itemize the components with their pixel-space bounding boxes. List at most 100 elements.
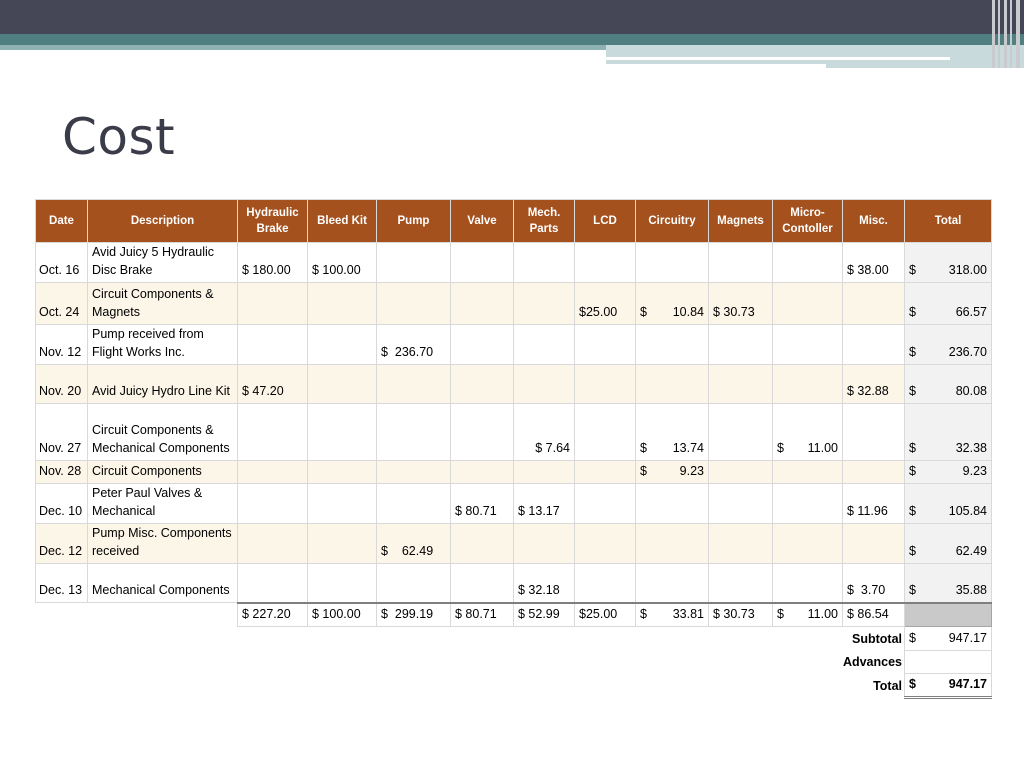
cell-pump: $ 62.49 xyxy=(376,523,451,564)
table-row: Nov. 27 Circuit Components & Mechanical … xyxy=(35,403,992,461)
currency-symbol: $ xyxy=(909,305,916,319)
stripe-decor xyxy=(1004,0,1007,68)
cell-hydraulic-brake xyxy=(237,460,308,484)
table-row: Nov. 12 Pump received from Flight Works … xyxy=(35,324,992,365)
cell-valve xyxy=(450,282,514,325)
accent-decor-line xyxy=(606,64,826,69)
header-valve: Valve xyxy=(450,199,514,243)
grand-total-placeholder xyxy=(904,601,992,627)
cell-date: Nov. 12 xyxy=(35,324,88,365)
cell-mech-parts xyxy=(513,364,575,404)
total-value: 105.84 xyxy=(948,504,987,518)
header-description: Description xyxy=(87,199,238,243)
cell-bleed-kit xyxy=(307,460,377,484)
cell-description: Pump Misc. Components received xyxy=(87,523,238,564)
total-pump: $ 299.19 xyxy=(376,601,451,627)
cell-micro-controller xyxy=(772,563,843,603)
cell-bleed-kit xyxy=(307,403,377,461)
cell-bleed-kit xyxy=(307,364,377,404)
advances-row: Advances xyxy=(36,650,992,674)
cell-valve xyxy=(450,403,514,461)
cell-pump xyxy=(376,563,451,603)
pump-value: 62.49 xyxy=(401,544,434,558)
cell-lcd xyxy=(574,460,636,484)
table-row: Nov. 28 Circuit Components $9.23 $9.23 xyxy=(35,460,992,484)
cell-micro-controller xyxy=(772,483,843,524)
circuitry-total-value: 33.81 xyxy=(672,607,704,621)
table-row: Dec. 13 Mechanical Components $ 32.18 $ … xyxy=(35,563,992,603)
currency-symbol: $ xyxy=(381,607,388,621)
total-micro-controller: $11.00 xyxy=(772,601,843,627)
cell-date: Dec. 12 xyxy=(35,523,88,564)
total-value: 80.08 xyxy=(955,384,987,398)
total-bleed-kit: $ 100.00 xyxy=(307,601,377,627)
currency-symbol: $ xyxy=(909,582,916,597)
teal-decor-bar xyxy=(0,34,1024,45)
total-label: Total xyxy=(873,678,902,693)
cell-total: $9.23 xyxy=(904,460,992,484)
cell-description: Peter Paul Valves & Mechanical xyxy=(87,483,238,524)
total-value: 9.23 xyxy=(962,464,987,478)
table-header-row: Date Description Hydraulic Brake Bleed K… xyxy=(35,199,992,243)
cell-misc: $ 32.88 xyxy=(842,364,905,404)
cell-magnets xyxy=(708,483,773,524)
total-hydraulic-brake: $ 227.20 xyxy=(237,601,308,627)
subtotal-value: 947.17 xyxy=(948,631,987,645)
currency-symbol: $ xyxy=(381,345,388,359)
total-value: 62.49 xyxy=(955,544,987,558)
cell-bleed-kit xyxy=(307,282,377,325)
total-lcd: $25.00 xyxy=(574,601,636,627)
cell-hydraulic-brake xyxy=(237,403,308,461)
cell-description: Mechanical Components xyxy=(87,563,238,603)
cell-lcd xyxy=(574,403,636,461)
header-total: Total xyxy=(904,199,992,243)
cell-description: Pump received from Flight Works Inc. xyxy=(87,324,238,365)
accent-decor-block xyxy=(606,45,1024,68)
cell-total: $35.88 xyxy=(904,563,992,603)
cell-date: Dec. 10 xyxy=(35,483,88,524)
cell-circuitry xyxy=(635,483,709,524)
currency-symbol: $ xyxy=(777,441,784,455)
header-circuitry: Circuitry xyxy=(635,199,709,243)
empty-cell xyxy=(88,603,238,627)
empty-cell xyxy=(36,603,88,627)
circuitry-value: 10.84 xyxy=(672,305,704,319)
cell-magnets xyxy=(708,523,773,564)
cell-description: Avid Juicy Hydro Line Kit xyxy=(87,364,238,404)
cell-hydraulic-brake xyxy=(237,483,308,524)
cell-magnets xyxy=(708,364,773,404)
grand-total-value: 947.17 xyxy=(948,677,987,691)
cell-total: $62.49 xyxy=(904,523,992,564)
cell-hydraulic-brake: $ 180.00 xyxy=(237,242,308,283)
header-bleed-kit: Bleed Kit xyxy=(307,199,377,243)
cell-lcd: $25.00 xyxy=(574,282,636,325)
cell-date: Nov. 20 xyxy=(35,364,88,404)
currency-symbol: $ xyxy=(909,384,916,398)
cell-hydraulic-brake: $ 47.20 xyxy=(237,364,308,404)
cell-pump xyxy=(376,364,451,404)
cell-pump xyxy=(376,242,451,283)
cell-total: $80.08 xyxy=(904,364,992,404)
pump-total-value: 299.19 xyxy=(394,607,434,621)
cell-valve xyxy=(450,324,514,365)
cell-lcd xyxy=(574,242,636,283)
cell-misc xyxy=(842,403,905,461)
header-mech-parts: Mech. Parts xyxy=(513,199,575,243)
currency-symbol: $ xyxy=(909,464,916,478)
total-value-cell: $947.17 xyxy=(904,673,992,699)
top-decor-bar xyxy=(0,0,1024,34)
cell-circuitry xyxy=(635,523,709,564)
cell-description: Avid Juicy 5 Hydraulic Disc Brake xyxy=(87,242,238,283)
cell-micro-controller xyxy=(772,324,843,365)
cell-hydraulic-brake xyxy=(237,563,308,603)
cell-total: $105.84 xyxy=(904,483,992,524)
header-lcd: LCD xyxy=(574,199,636,243)
currency-symbol: $ xyxy=(909,677,916,691)
cell-misc xyxy=(842,523,905,564)
total-mech-parts: $ 52.99 xyxy=(513,601,575,627)
cell-date: Nov. 27 xyxy=(35,403,88,461)
header-micro-controller: Micro-Contoller xyxy=(772,199,843,243)
total-magnets: $ 30.73 xyxy=(708,601,773,627)
circuitry-value: 13.74 xyxy=(672,441,704,455)
total-value: 32.38 xyxy=(955,441,987,455)
